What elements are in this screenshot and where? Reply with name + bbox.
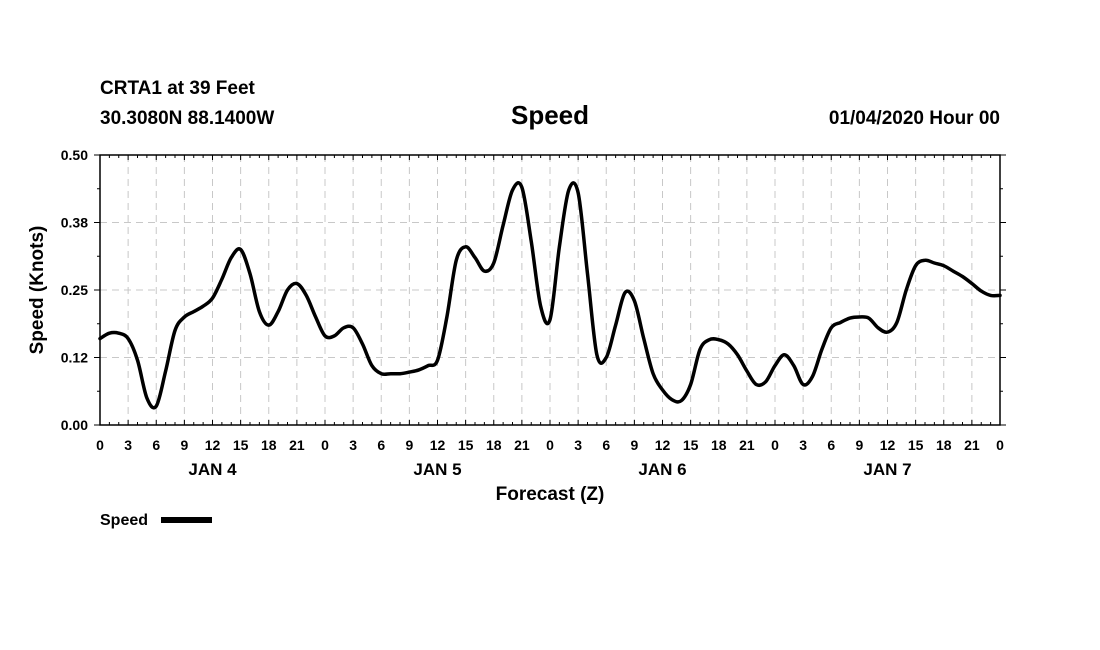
x-tick-label: 6: [827, 437, 835, 453]
x-tick-label: 0: [546, 437, 554, 453]
y-tick-label: 0.12: [61, 350, 88, 366]
x-tick-label: 18: [486, 437, 502, 453]
x-tick-label: 3: [799, 437, 807, 453]
day-label: JAN 6: [638, 460, 686, 479]
day-label: JAN 7: [863, 460, 911, 479]
x-tick-label: 18: [261, 437, 277, 453]
x-tick-label: 0: [996, 437, 1004, 453]
legend-label: Speed: [100, 512, 148, 529]
x-tick-label: 18: [936, 437, 952, 453]
x-tick-label: 18: [711, 437, 727, 453]
x-tick-label: 3: [574, 437, 582, 453]
x-tick-label: 12: [655, 437, 671, 453]
y-tick-labels: 0.00 0.12 0.25 0.38 0.50: [61, 147, 88, 433]
coordinates-label: 30.3080N 88.1400W: [100, 108, 274, 129]
x-tick-label: 15: [233, 437, 249, 453]
x-tick-label: 9: [180, 437, 188, 453]
series-layer: [98, 181, 1002, 410]
chart-title: Speed: [511, 100, 589, 130]
x-tick-label: 15: [458, 437, 474, 453]
x-tick-label: 6: [377, 437, 385, 453]
day-label: JAN 5: [413, 460, 461, 479]
x-tick-label: 12: [880, 437, 896, 453]
x-tick-label: 0: [96, 437, 104, 453]
x-tick-label: 21: [739, 437, 755, 453]
station-label: CRTA1 at 39 Feet: [100, 78, 256, 99]
grid-lines: [100, 155, 1000, 425]
y-tick-label: 0.50: [61, 147, 88, 163]
x-tick-label: 0: [321, 437, 329, 453]
day-labels: JAN 4 JAN 5 JAN 6 JAN 7: [188, 460, 911, 479]
y-tick-label: 0.00: [61, 417, 88, 433]
x-tick-label: 9: [630, 437, 638, 453]
x-tick-label: 15: [683, 437, 699, 453]
plot-frame: [99, 154, 1001, 426]
x-tick-label: 9: [855, 437, 863, 453]
x-axis-title: Forecast (Z): [496, 484, 605, 505]
x-tick-label: 9: [405, 437, 413, 453]
x-tick-label: 21: [514, 437, 530, 453]
y-tick-label: 0.25: [61, 282, 88, 298]
x-tick-label: 12: [430, 437, 446, 453]
x-tick-labels: 0 3 6 9 12 15 18 21 0 3 6 9 12 15 18 21 0 3 6 9 12 15 18 21 0 3 6 9…: [96, 437, 1004, 453]
y-axis-title: Speed (Knots): [27, 226, 48, 355]
run-time-label: 01/04/2020 Hour 00: [829, 108, 1000, 129]
x-tick-label: 6: [602, 437, 610, 453]
x-tick-label: 21: [964, 437, 980, 453]
y-tick-label: 0.38: [61, 215, 88, 231]
day-label: JAN 4: [188, 460, 237, 479]
x-tick-label: 6: [152, 437, 160, 453]
x-tick-label: 3: [124, 437, 132, 453]
x-tick-label: 0: [771, 437, 779, 453]
x-tick-label: 21: [289, 437, 305, 453]
x-tick-label: 3: [349, 437, 357, 453]
x-tick-label: 15: [908, 437, 924, 453]
series-line-speed: [98, 181, 1002, 410]
x-tick-label: 12: [205, 437, 221, 453]
